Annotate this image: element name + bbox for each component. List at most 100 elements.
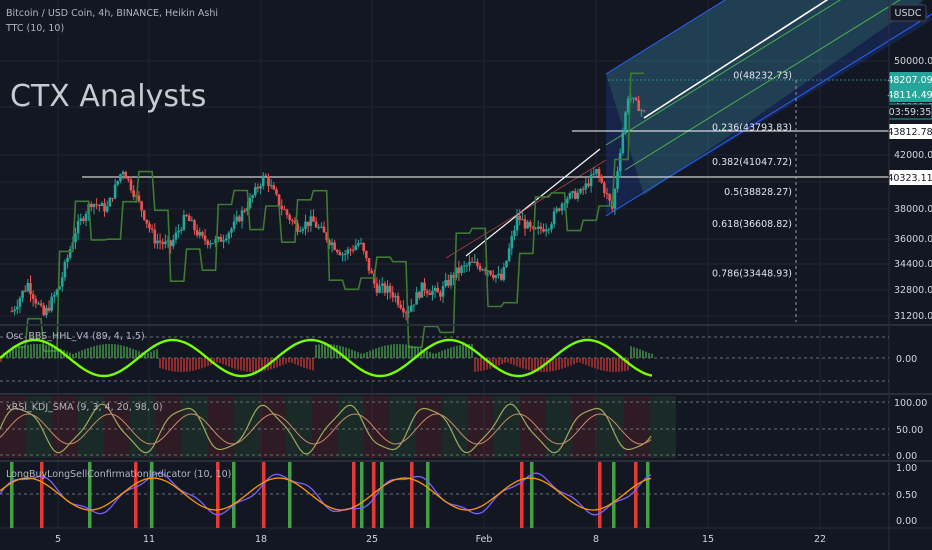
osc-bar: [561, 358, 563, 369]
last-price-tag: [889, 72, 932, 87]
osc-bar: [552, 358, 554, 372]
candle-body: [449, 274, 453, 286]
candle-body: [518, 215, 522, 220]
osc-bar: [333, 344, 335, 358]
price-tick-label: 32800.00: [894, 285, 932, 296]
candle-body: [502, 266, 506, 280]
osc-bar: [36, 344, 38, 358]
candle-body: [45, 307, 48, 316]
candle-body: [23, 290, 27, 292]
candle-body: [177, 230, 180, 233]
osc-histogram: [0, 344, 653, 372]
candle-body: [349, 249, 352, 251]
lb-tick-1: 1.00: [896, 463, 917, 474]
osc-bar: [606, 358, 608, 372]
candle-body: [325, 232, 328, 241]
candle-body: [243, 210, 247, 212]
current-price-tag: [889, 87, 932, 102]
osc-bar: [582, 358, 584, 364]
candle-body: [396, 295, 400, 305]
osc-bar: [66, 351, 68, 358]
candle-body: [219, 236, 223, 242]
osc-bar: [492, 358, 494, 368]
candle-body: [124, 172, 128, 179]
candle-body: [632, 97, 635, 99]
osc-bar: [276, 358, 278, 368]
candle-body: [357, 243, 360, 246]
lb-signal-bar: [598, 462, 602, 528]
osc-bar: [588, 358, 590, 367]
osc-bar: [246, 358, 248, 372]
candle-body: [76, 221, 80, 234]
candle-body: [378, 285, 381, 293]
candle-body: [179, 229, 183, 231]
candle-body: [74, 233, 77, 243]
osc-signal-line: [0, 338, 653, 378]
osc-bar: [516, 358, 518, 367]
osc-bar: [522, 358, 524, 369]
osc-bar: [18, 346, 20, 358]
osc-bar: [348, 348, 350, 358]
candle-body: [550, 224, 553, 230]
osc-bar: [591, 358, 593, 368]
currency-badge[interactable]: [889, 4, 927, 22]
candle-body: [478, 265, 482, 271]
osc-bar: [378, 347, 380, 358]
candle-body: [132, 190, 135, 197]
candle-body: [388, 285, 392, 293]
candle-body: [306, 221, 310, 227]
osc-bar: [282, 358, 284, 366]
candle-body: [497, 273, 500, 276]
candle-body: [82, 218, 85, 221]
price-tick-label: 36000.00: [894, 234, 932, 245]
osc-bar: [615, 358, 617, 372]
candle-body: [597, 169, 601, 177]
level-1-text: 43812.78: [887, 127, 932, 138]
candle-body: [222, 240, 225, 242]
rsi-band: [0, 396, 26, 458]
osc-bar: [249, 358, 251, 372]
osc-bar: [48, 345, 50, 358]
osc-bar: [630, 346, 632, 358]
osc-bar: [294, 358, 296, 365]
osc-bar: [384, 345, 386, 358]
rsi-band: [390, 396, 416, 458]
candle-body: [79, 218, 83, 222]
candle-body: [100, 203, 104, 207]
candle-body: [359, 243, 363, 245]
candle-body: [603, 182, 606, 194]
fib-level-label: 0.618(36608.82): [712, 219, 792, 230]
candle-body: [26, 282, 30, 292]
candle-body: [624, 112, 627, 133]
osc-bar: [303, 358, 305, 368]
candle-body: [330, 242, 334, 246]
fib-level-label: 0(48232.73): [733, 70, 792, 81]
lb-signal-bar: [352, 462, 356, 528]
candle-body: [642, 110, 646, 112]
candle-body: [264, 175, 268, 177]
osc-bar: [441, 350, 443, 358]
osc-bar: [648, 352, 650, 358]
candle-body: [391, 292, 395, 298]
rsi-band: [208, 396, 234, 458]
candle-body: [484, 269, 487, 271]
osc-bar: [57, 347, 59, 358]
candle-body: [555, 208, 559, 212]
lb-signal-bar: [262, 462, 266, 528]
osc-bar: [570, 358, 572, 366]
osc-bar: [159, 358, 161, 368]
osc-bar: [264, 358, 266, 371]
candle-body: [169, 240, 172, 247]
candle-body: [536, 226, 540, 229]
osc-bar: [300, 358, 302, 367]
osc-bar: [558, 358, 560, 370]
candle-body: [174, 232, 178, 240]
candle-body: [544, 229, 548, 232]
candle-body: [113, 184, 117, 199]
osc-bar: [111, 344, 113, 358]
time-axis[interactable]: 5 11 18 25 Feb 8 15 22: [55, 534, 826, 545]
osc-bar: [189, 358, 191, 372]
osc-bar: [477, 358, 479, 372]
candle-body: [288, 214, 291, 221]
